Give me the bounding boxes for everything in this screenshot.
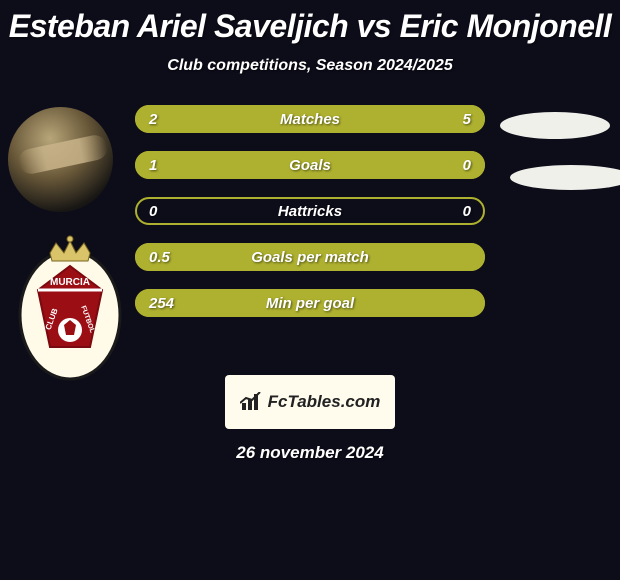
brand-text: FcTables.com: [268, 392, 381, 412]
stat-label: Goals per match: [135, 243, 485, 271]
stat-value-right: 0: [463, 197, 471, 225]
stat-label: Min per goal: [135, 289, 485, 317]
stat-bar: 0.5Goals per match: [135, 243, 485, 271]
stat-value-right: 5: [463, 105, 471, 133]
stat-label: Hattricks: [135, 197, 485, 225]
player-2-avatar-placeholder-1: [500, 112, 610, 139]
stat-label: Matches: [135, 105, 485, 133]
date-label: 26 november 2024: [0, 443, 620, 463]
player-2-avatar-placeholder-2: [510, 165, 620, 190]
stat-label: Goals: [135, 151, 485, 179]
stat-value-right: 0: [463, 151, 471, 179]
page-subtitle: Club competitions, Season 2024/2025: [0, 57, 620, 75]
stat-bar: 254Min per goal: [135, 289, 485, 317]
page-title: Esteban Ariel Saveljich vs Eric Monjonel…: [0, 0, 620, 45]
brand-chart-icon: [240, 392, 262, 412]
club-crest: MURCIA CLUB FUTBOL: [18, 235, 122, 385]
player-1-avatar: [8, 107, 113, 212]
comparison-panel: MURCIA CLUB FUTBOL 2Matches51Goals00Hatt…: [0, 105, 620, 317]
stat-bar: 0Hattricks0: [135, 197, 485, 225]
stat-bar: 2Matches5: [135, 105, 485, 133]
brand-badge: FcTables.com: [225, 375, 395, 429]
svg-text:MURCIA: MURCIA: [50, 277, 90, 288]
stat-bar: 1Goals0: [135, 151, 485, 179]
